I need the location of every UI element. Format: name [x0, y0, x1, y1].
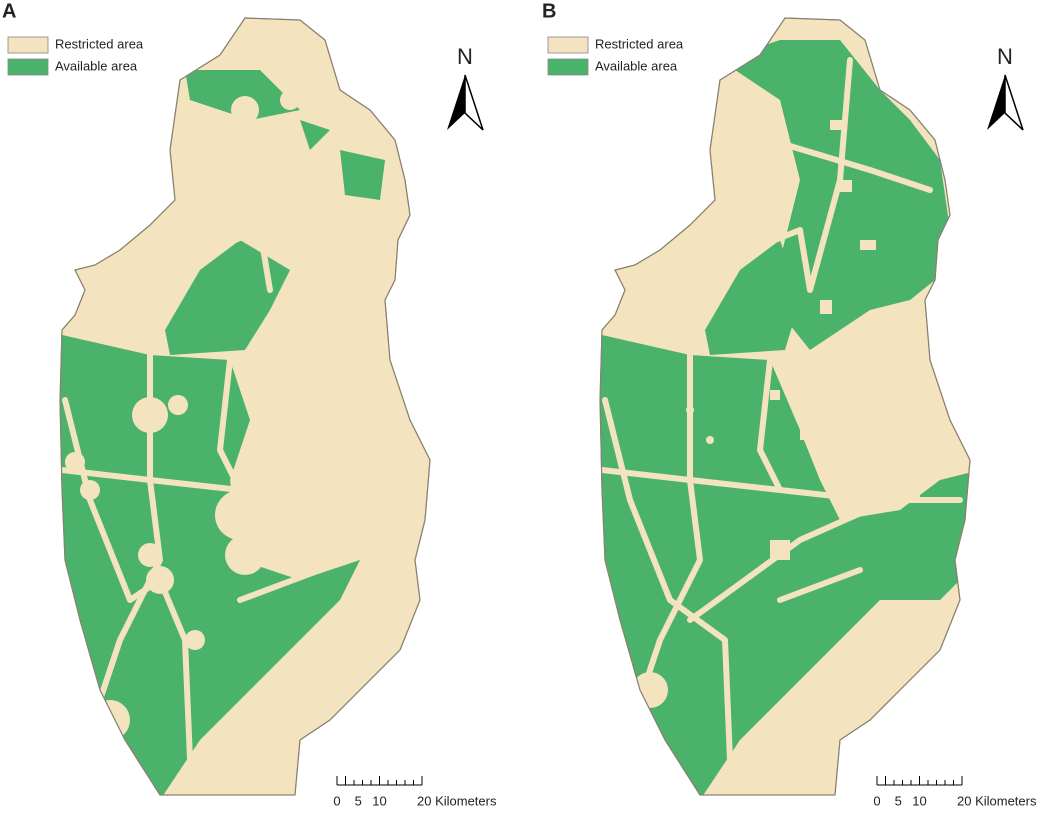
scale-label: 0: [333, 793, 340, 808]
north-arrow: [447, 75, 465, 130]
legend-label: Restricted area: [55, 36, 144, 51]
legend-label: Restricted area: [595, 36, 684, 51]
legend-swatch: [547, 36, 589, 54]
panel-annotations: B Restricted area Available area N 0 5 10 20 Ki…: [542, 0, 1037, 808]
north-label: N: [457, 44, 473, 69]
north-arrow: [987, 75, 1005, 130]
scale-label: 5: [355, 793, 362, 808]
legend-label: Available area: [595, 58, 678, 73]
legend-swatch: [7, 58, 49, 76]
panel-label: B: [542, 0, 556, 22]
panel-label: A: [2, 0, 16, 22]
legend-swatch: [547, 58, 589, 76]
scale-label: 10: [912, 793, 926, 808]
scale-label: 20 Kilometers: [957, 793, 1037, 808]
scale-label: 5: [895, 793, 902, 808]
scale-label: 20 Kilometers: [417, 793, 497, 808]
scale-label: 0: [873, 793, 880, 808]
north-arrow: [464, 74, 484, 131]
legend-label: Available area: [55, 58, 138, 73]
legend-swatch: [7, 36, 49, 54]
map-b: [599, 17, 971, 796]
map-a: [59, 17, 431, 796]
north-arrow: [1004, 74, 1024, 131]
panel-annotations: A Restricted area Available area N 0 5 10 20 Ki…: [2, 0, 497, 808]
scale-label: 10: [372, 793, 386, 808]
north-label: N: [997, 44, 1013, 69]
